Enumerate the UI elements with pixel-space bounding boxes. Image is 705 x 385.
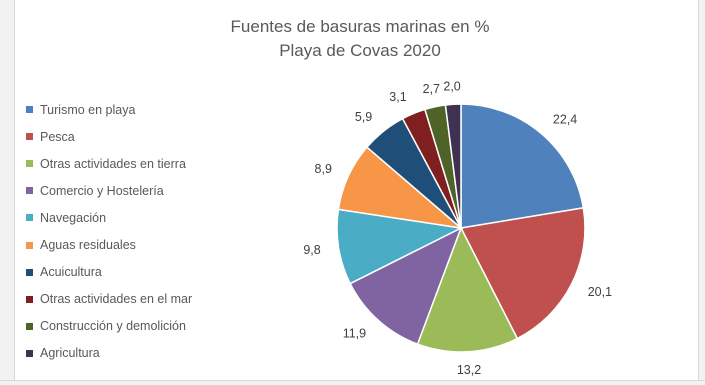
data-label: 22,4 [553, 113, 577, 127]
pie-slice [416, 226, 519, 353]
legend-label: Otras actividades en tierra [40, 156, 186, 171]
right-window-edge [698, 0, 705, 385]
legend-item: Otras actividades en el mar [26, 286, 231, 313]
bottom-window-edge [0, 380, 705, 385]
legend-swatch [26, 214, 33, 222]
legend-item: Agricultura [26, 340, 231, 367]
chart-title: Fuentes de basuras marinas en % [230, 17, 490, 36]
pie-slice [459, 206, 586, 340]
data-label: 11,9 [343, 327, 366, 341]
chart-subtitle: Playa de Covas 2020 [279, 41, 441, 60]
pie-slice [460, 103, 585, 229]
pie-slice [444, 103, 462, 229]
data-label: 9,8 [303, 243, 320, 257]
legend-label: Acuicultura [40, 265, 102, 280]
legend-item: Otras actividades en tierra [26, 150, 231, 177]
legend-item: Pesca [26, 123, 231, 150]
chart-legend: Turismo en playa Pesca Otras actividades e… [26, 96, 231, 367]
legend-label: Pesca [40, 129, 75, 144]
data-label: 20,1 [588, 285, 612, 299]
legend-label: Otras actividades en el mar [40, 292, 193, 307]
legend-label: Agricultura [40, 346, 100, 361]
data-label: 2,0 [443, 79, 460, 93]
legend-label: Navegación [40, 210, 107, 225]
legend-item: Construcción y demolición [26, 313, 231, 340]
legend-swatch [26, 133, 33, 141]
legend-swatch [26, 295, 33, 303]
data-label: 13,2 [457, 363, 481, 377]
legend-label: Aguas residuales [40, 238, 136, 253]
pie-slice [336, 208, 464, 285]
legend-label: Turismo en playa [40, 102, 136, 117]
legend-item: Turismo en playa [26, 96, 231, 123]
data-label: 5,9 [355, 110, 372, 124]
legend-item: Aguas residuales [26, 231, 231, 258]
legend-swatch [26, 160, 33, 168]
chart-title-block: Fuentes de basuras marinas en % Playa de… [200, 15, 520, 63]
legend-item: Acuicultura [26, 259, 231, 286]
data-label: 2,7 [423, 82, 440, 96]
data-label: 8,9 [315, 162, 332, 176]
data-label: 3,1 [389, 90, 406, 104]
legend-swatch [26, 241, 33, 249]
pie-slice [349, 226, 463, 346]
legend-swatch [26, 187, 33, 195]
legend-swatch [26, 268, 33, 276]
left-window-edge [0, 0, 15, 385]
legend-label: Construcción y demolición [40, 319, 186, 334]
legend-swatch [26, 106, 33, 114]
legend-item: Navegación [26, 204, 231, 231]
legend-swatch [26, 349, 33, 357]
legend-label: Comercio y Hostelería [40, 183, 164, 198]
legend-swatch [26, 322, 33, 330]
legend-item: Comercio y Hostelería [26, 177, 231, 204]
